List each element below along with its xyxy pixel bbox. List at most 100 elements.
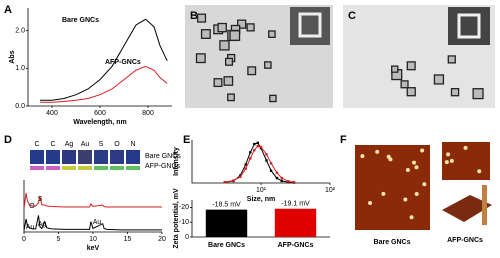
series-line — [40, 65, 168, 103]
afm-particle — [446, 152, 451, 157]
map-label: N — [130, 141, 135, 148]
afm-3d — [442, 195, 492, 222]
element-map — [30, 150, 44, 164]
afm-particle — [381, 191, 386, 196]
annotation: Au — [93, 219, 102, 226]
y-axis-label: Zeta potential, mV — [173, 188, 180, 249]
afm-particle — [388, 157, 393, 162]
map-label: C — [50, 141, 55, 148]
axis — [191, 140, 330, 184]
y-axis-label: Intensity — [173, 147, 180, 176]
nanocube — [197, 13, 207, 23]
element-map — [62, 166, 76, 170]
legend-label: AFP-GNCs — [105, 59, 141, 66]
map-label: C — [34, 141, 39, 148]
afm-particle — [414, 192, 419, 197]
panel-letter: B — [190, 10, 198, 22]
afm-particle — [375, 149, 380, 154]
annotation: O — [29, 203, 35, 210]
nanocube — [237, 19, 247, 29]
series-line — [40, 18, 168, 101]
x-tick-label: 600 — [94, 110, 106, 117]
x-tick-label: 20 — [158, 236, 166, 243]
x-tick-label: 5 — [57, 236, 61, 243]
element-map — [126, 166, 140, 170]
afm-panel — [355, 142, 492, 230]
bar — [274, 208, 317, 237]
x-axis-label: Wavelength, nm — [73, 119, 126, 126]
afm-particle — [422, 182, 427, 187]
map-label: Ag — [65, 141, 74, 148]
element-map — [46, 166, 60, 170]
annotation: S — [38, 196, 43, 203]
nanocube — [447, 55, 456, 64]
element-map — [30, 166, 44, 170]
afm-particle — [463, 145, 468, 150]
map-label: O — [114, 141, 120, 148]
afm-label: AFP-GNCs — [447, 237, 483, 244]
series-line — [224, 142, 294, 184]
afm-particle — [444, 160, 449, 165]
element-map — [126, 150, 140, 164]
afm-image — [355, 145, 430, 230]
afm-particle — [477, 169, 482, 174]
element-map — [78, 166, 92, 170]
nanocube — [219, 40, 230, 51]
afm-particle — [360, 154, 365, 159]
marker — [292, 180, 296, 184]
series-line — [224, 145, 294, 183]
nanocube — [400, 80, 409, 89]
panel-letter: F — [340, 134, 347, 146]
legend-label: AFP-GNCs — [145, 163, 181, 170]
element-map — [110, 166, 124, 170]
afm-particle — [414, 165, 419, 170]
x-tick-label: 800 — [142, 110, 154, 117]
panel-letter: D — [4, 134, 12, 146]
afm-particle — [420, 148, 425, 153]
color-scale — [482, 185, 487, 225]
panel-letter: E — [183, 134, 190, 146]
map-label: Au — [81, 141, 90, 148]
axis — [27, 8, 172, 107]
nanocube — [246, 23, 255, 32]
nanocube — [433, 74, 445, 85]
y-tick-label: -20 — [179, 204, 189, 211]
inset-cube — [298, 12, 322, 38]
value-label: -18.5 mV — [212, 201, 241, 208]
x-axis-label: keV — [87, 245, 100, 252]
afm-particle — [411, 160, 416, 165]
y-tick-label: 0.0 — [15, 103, 25, 110]
nanocube — [213, 78, 223, 88]
element-map — [78, 150, 92, 164]
nanocube — [391, 65, 399, 73]
nanocube — [224, 57, 234, 66]
x-tick-label: 0 — [22, 236, 26, 243]
afm-particle — [409, 215, 414, 220]
x-tick-label: 10¹ — [256, 187, 267, 194]
element-map — [94, 166, 108, 170]
nanocube — [472, 88, 484, 100]
nanocube — [269, 94, 277, 103]
map-label: S — [99, 141, 104, 148]
y-tick-label: 2.0 — [15, 27, 25, 34]
inset-cube — [457, 13, 481, 39]
afm-label: Bare GNCs — [374, 239, 411, 246]
nanocube — [406, 87, 416, 97]
x-tick-label: Bare GNCs — [208, 242, 245, 249]
element-map — [46, 150, 60, 164]
annotation: Ag — [38, 221, 47, 228]
y-tick-label: -10 — [179, 219, 189, 226]
element-map — [110, 150, 124, 164]
element-map — [94, 150, 108, 164]
afm-particle — [403, 197, 408, 202]
annotation: Au — [26, 224, 35, 231]
x-axis-label: Size, nm — [247, 196, 275, 203]
series-line — [23, 192, 162, 209]
nanocube — [264, 61, 272, 69]
y-tick-label: 0 — [185, 234, 189, 241]
afm-particle — [368, 201, 373, 206]
x-tick-label: 15 — [124, 236, 132, 243]
x-tick-label: AFP-GNCs — [278, 242, 314, 249]
x-tick-label: 10 — [89, 236, 97, 243]
